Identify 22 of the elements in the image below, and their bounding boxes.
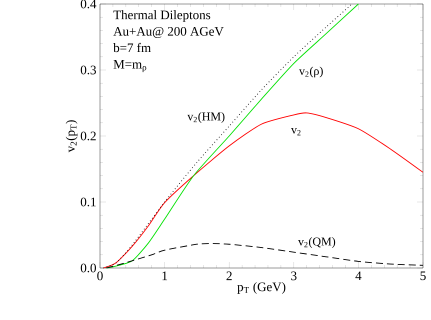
series-label: v$_{2}$ [291, 128, 301, 136]
x-tick-label: 3 [291, 272, 297, 280]
x-axis-title: p$_{T}$ (GeV) [237, 282, 286, 294]
annotation: Au+Au@ 200 AGeV [113, 26, 224, 38]
y-axis-title: v$_{2}$(p$_{T}$) [66, 120, 78, 152]
y-tick-label: 0.1 [80, 198, 96, 206]
x-tick-label: 2 [226, 272, 232, 280]
series-label: v$_{2}$(HM) [187, 112, 224, 123]
line-series [102, 112, 424, 268]
x-tick-label: 5 [420, 272, 426, 280]
x-tick-label: 0 [97, 272, 103, 280]
y-tick-label: 0.0 [80, 264, 96, 272]
y-tick-label: 0.2 [80, 132, 96, 140]
annotation: b=7 fm [113, 42, 151, 52]
annotation: M=m$_{ρ}$ [114, 60, 146, 72]
series-label: v$_{2}$(QM) [298, 237, 336, 248]
x-tick-label: 4 [355, 272, 362, 280]
annotation: Thermal Dileptons [113, 10, 210, 22]
y-tick-label: 0.3 [80, 66, 96, 74]
y-tick-label: 0.4 [80, 0, 96, 8]
series-label: v$_{2}$(ρ) [298, 66, 323, 78]
x-tick-label: 1 [162, 272, 168, 280]
